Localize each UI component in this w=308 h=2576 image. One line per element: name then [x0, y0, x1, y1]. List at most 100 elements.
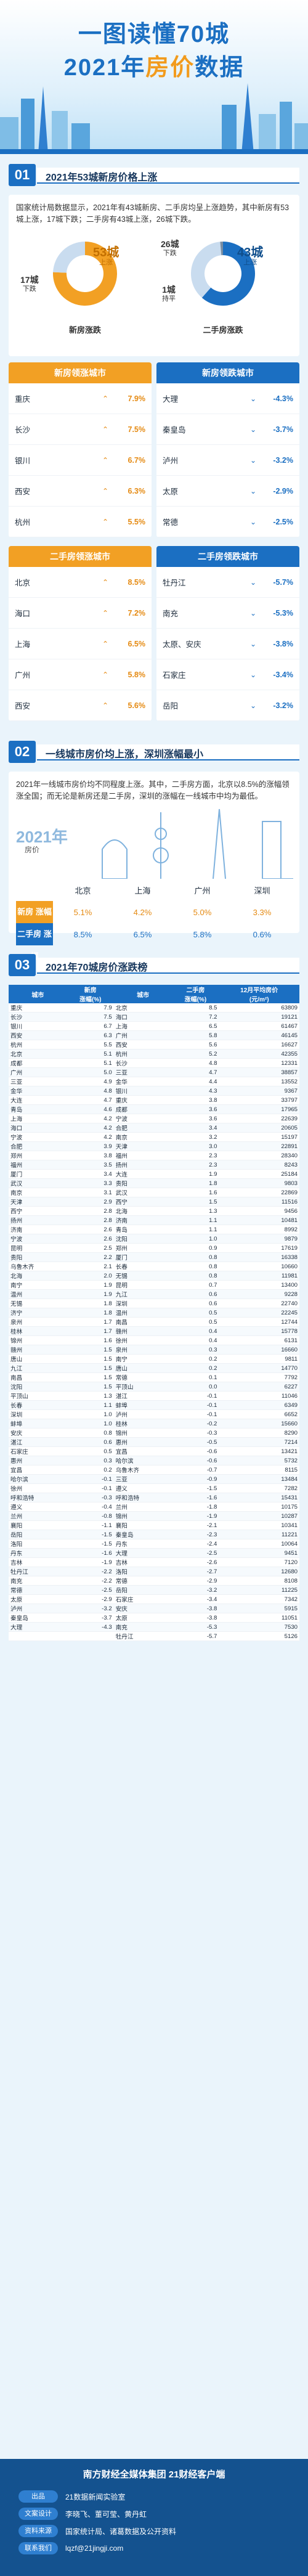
cell-second-rise: -2.1 — [172, 1520, 219, 1530]
cell-new-rise: 3.3 — [67, 1178, 114, 1188]
cell-new-city: 丹东 — [9, 1548, 67, 1558]
rise-arrow-icon: ⌃ — [102, 701, 109, 710]
old-val-beijing: 8.5% — [73, 929, 92, 939]
cell-new-rise: 1.6 — [67, 1335, 114, 1345]
cell-new-rise: 5.0 — [67, 1067, 114, 1077]
rank-city: 泸州 — [163, 457, 179, 465]
rise-arrow-icon: ⌃ — [102, 639, 109, 648]
cell-second-city: 北京 — [113, 1003, 172, 1013]
credit-text: 李晓飞、董可莹、黄丹虹 — [65, 2509, 147, 2519]
cell-new-city: 洛阳 — [9, 1539, 67, 1549]
second-rise-rank-title: 二手房领涨城市 — [9, 546, 152, 567]
table-row: 温州 1.9 九江 0.6 9228 — [9, 1289, 299, 1299]
cell-new-rise: -0.1 — [67, 1474, 114, 1484]
cell-second-city: 哈尔滨 — [113, 1456, 172, 1465]
fall-arrow-icon: ⌄ — [250, 486, 257, 495]
rank-row: 牡丹江 ⌄ -5.7% — [156, 567, 299, 598]
cell-new-city: 徐州 — [9, 1483, 67, 1493]
cell-second-city: 海口 — [113, 1012, 172, 1022]
section-2-title: 一线城市房价均上涨，深圳涨幅最小 — [46, 749, 204, 760]
cell-second-rise: -5.7 — [172, 1631, 219, 1641]
cell-second-rise: -0.1 — [172, 1409, 219, 1419]
rank-city: 大理 — [163, 395, 179, 404]
city-shanghai: 上海 — [134, 886, 151, 895]
cell-new-city: 惠州 — [9, 1456, 67, 1465]
rise-arrow-icon: ⌃ — [102, 455, 109, 465]
cell-new-city: 济南 — [9, 1225, 67, 1234]
cell-price: 11046 — [219, 1391, 299, 1401]
cell-second-rise: -3.2 — [172, 1585, 219, 1595]
cell-new-city: 武汉 — [9, 1178, 67, 1188]
rise-arrow-icon: ⌃ — [102, 670, 109, 679]
rank-row: 银川 ⌃ 6.7% — [9, 445, 152, 476]
table-row: 洛阳 -1.5 丹东 -2.4 10064 — [9, 1539, 299, 1549]
cell-second-city: 唐山 — [113, 1363, 172, 1373]
cell-second-rise: 1.8 — [172, 1178, 219, 1188]
cell-price: 28340 — [219, 1151, 299, 1160]
cell-second-city: 赣州 — [113, 1326, 172, 1336]
cell-second-city: 惠州 — [113, 1437, 172, 1447]
cell-new-city — [9, 1631, 67, 1641]
table-row: 无锡 1.8 深圳 0.6 22740 — [9, 1298, 299, 1308]
cell-price: 9879 — [219, 1234, 299, 1244]
second-donut-label: 二手房涨跌 — [203, 325, 243, 335]
rank-value: 5.6% — [128, 701, 146, 710]
rank-value: 6.3% — [128, 486, 146, 495]
table-row: 乌鲁木齐 2.1 长春 0.8 10660 — [9, 1262, 299, 1271]
table-row: 郑州 3.8 福州 2.3 28340 — [9, 1151, 299, 1160]
cell-new-city: 无锡 — [9, 1298, 67, 1308]
cell-price: 5732 — [219, 1456, 299, 1465]
rank-city: 银川 — [15, 457, 31, 465]
rank-city: 广州 — [15, 671, 31, 680]
table-row: 北海 2.0 无锡 0.8 11981 — [9, 1271, 299, 1281]
second-flat-slice — [220, 242, 223, 256]
rank-value: 5.5% — [128, 517, 146, 526]
cell-second-rise: -2.4 — [172, 1539, 219, 1549]
cell-new-city: 太原 — [9, 1594, 67, 1604]
fall-arrow-icon: ⌄ — [250, 425, 257, 434]
rank-value: -5.7% — [273, 577, 293, 587]
col-new: 新房 涨幅(%) — [67, 985, 114, 1003]
new-house-compare-row: 新房 涨幅 5.1% 4.2% 5.0% 3.3% — [16, 901, 292, 923]
second-down-callout: 26城 下跌 — [161, 239, 179, 257]
cell-second-rise: -2.9 — [172, 1576, 219, 1586]
cell-price: 11516 — [219, 1197, 299, 1207]
cell-price: 9367 — [219, 1086, 299, 1096]
cell-second-city: 长春 — [113, 1262, 172, 1271]
cell-price: 9228 — [219, 1289, 299, 1299]
cell-second-city: 洛阳 — [113, 1567, 172, 1576]
second-fall-rank-title: 二手房领跌城市 — [156, 546, 299, 567]
table-row: 长沙 7.5 海口 7.2 19121 — [9, 1012, 299, 1022]
cell-second-city: 襄阳 — [113, 1520, 172, 1530]
cell-second-rise: -0.6 — [172, 1456, 219, 1465]
cell-second-city: 吉林 — [113, 1557, 172, 1567]
cell-new-city: 昆明 — [9, 1243, 67, 1253]
rank-value: -3.2% — [273, 701, 293, 710]
table-row: 杭州 5.5 西安 5.6 16627 — [9, 1040, 299, 1050]
table-row: 广州 5.0 三亚 4.7 38857 — [9, 1067, 299, 1077]
rank-row: 常德 ⌄ -2.5% — [156, 507, 299, 537]
table-row: 桂林 1.7 赣州 0.4 15778 — [9, 1326, 299, 1336]
table-row: 秦皇岛 -3.7 太原 -3.8 11051 — [9, 1613, 299, 1623]
cell-second-city: 温州 — [113, 1308, 172, 1318]
cell-second-city: 大理 — [113, 1548, 172, 1558]
cell-new-rise: 0.3 — [67, 1456, 114, 1465]
cell-new-rise: -1.5 — [67, 1539, 114, 1549]
cell-second-rise: 4.7 — [172, 1067, 219, 1077]
cell-new-rise: 1.8 — [67, 1308, 114, 1318]
rank-city: 石家庄 — [163, 671, 186, 680]
cell-price: 22891 — [219, 1141, 299, 1151]
city-beijing: 北京 — [75, 886, 91, 895]
cell-price: 12744 — [219, 1317, 299, 1327]
old-val-guangzhou: 5.8% — [193, 929, 212, 939]
cell-second-city: 南昌 — [113, 1317, 172, 1327]
table-row: 湛江 0.6 惠州 -0.5 7214 — [9, 1437, 299, 1447]
cell-new-city: 青岛 — [9, 1104, 67, 1114]
cell-second-rise: 0.4 — [172, 1326, 219, 1336]
cell-second-city: 常德 — [113, 1576, 172, 1586]
cell-price: 5126 — [219, 1631, 299, 1641]
cell-new-rise: 3.5 — [67, 1160, 114, 1170]
cell-new-city: 宁波 — [9, 1234, 67, 1244]
footer-title: 南方财经全媒体集团 21财经客户端 — [83, 2469, 225, 2480]
title-line-1: 一图读懂70城 — [78, 22, 230, 47]
